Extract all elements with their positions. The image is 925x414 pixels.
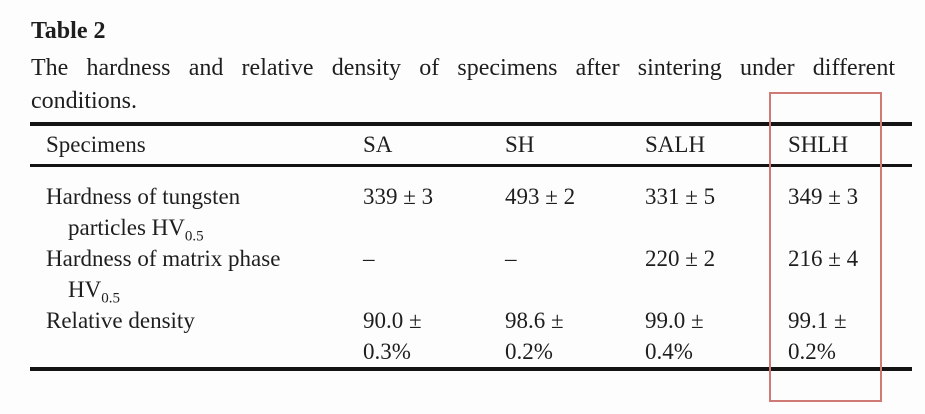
table-cell: 90.0 ± 0.3% — [363, 308, 422, 364]
table-cell: 220 ± 2 — [645, 246, 716, 271]
table-cell: – — [363, 246, 375, 271]
table-bottom-rule — [30, 367, 912, 371]
column-header-sh: SH — [505, 132, 535, 157]
row-label-line2-text: particles HV — [68, 215, 185, 240]
table-caption-line1: The hardness and relative density of spe… — [31, 55, 895, 81]
table-cell: 349 ± 3 — [788, 184, 859, 209]
column-header-shlh: SHLH — [788, 132, 849, 157]
hv-subscript: 0.5 — [184, 228, 204, 245]
specimens-table: Specimens SA SH SALH SHLH Hardness of tu… — [30, 122, 912, 371]
row-label-line2-text: HV — [68, 277, 102, 302]
table-cell: 493 ± 2 — [505, 184, 576, 209]
row-label-line2: particles HV0.5 — [68, 212, 363, 245]
hv-subscript: 0.5 — [101, 290, 120, 307]
table-header-row: Specimens SA SH SALH SHLH — [30, 126, 912, 164]
row-label-line2: HV0.5 — [68, 274, 363, 307]
row-label-line1: Hardness of tungsten — [46, 184, 241, 209]
table-cell: 99.0 ± 0.4% — [645, 308, 704, 364]
table-header-rule — [30, 164, 912, 167]
row-label-line1: Relative density — [46, 308, 195, 333]
column-header-salh: SALH — [645, 132, 706, 157]
table-caption-line2: conditions. — [31, 88, 137, 114]
table-title: Table 2 — [31, 18, 106, 44]
table-body: Hardness of tungsten particles HV0.5 339… — [30, 167, 912, 367]
table-row-relative-density: Relative density 90.0 ± 0.3% 98.6 ± 0.2%… — [30, 305, 912, 367]
row-label-line1: Hardness of matrix phase — [46, 246, 281, 271]
table-top-rule — [30, 122, 912, 126]
table-cell: 339 ± 3 — [363, 184, 434, 209]
table-cell: 216 ± 4 — [788, 246, 859, 271]
table-row-hardness-tungsten: Hardness of tungsten particles HV0.5 339… — [30, 181, 912, 245]
column-header-sa: SA — [363, 132, 393, 157]
row-label: Relative density — [46, 305, 363, 336]
table-cell: 98.6 ± 0.2% — [505, 308, 564, 364]
row-label: Hardness of matrix phase HV0.5 — [46, 243, 363, 307]
table-cell: 331 ± 5 — [645, 184, 716, 209]
table-cell: – — [505, 246, 517, 271]
table-cell: 99.1 ± 0.2% — [788, 308, 847, 364]
table-row-hardness-matrix: Hardness of matrix phase HV0.5 – – 220 ±… — [30, 243, 912, 307]
row-label: Hardness of tungsten particles HV0.5 — [46, 181, 363, 245]
column-header-specimens: Specimens — [46, 132, 146, 157]
